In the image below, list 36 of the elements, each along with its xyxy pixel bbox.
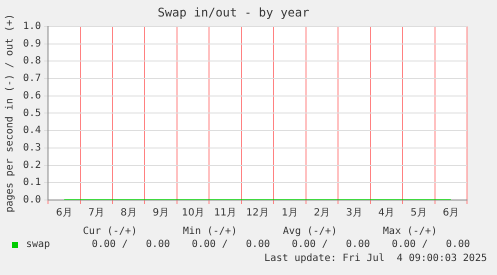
- x-tick-label: 6月: [56, 208, 72, 219]
- chart-title: Swap in/out - by year: [158, 5, 310, 20]
- text: 0.00 / 0.00: [90, 239, 170, 250]
- text: Cur (-/+): [82, 226, 138, 237]
- text: 0.00 / 0.00: [290, 239, 370, 250]
- x-tick-label: 4月: [378, 208, 395, 219]
- x-tick-label: 3月: [346, 208, 362, 219]
- x-tick-label: 8月: [120, 208, 137, 219]
- x-tick-label: 6月: [442, 208, 460, 219]
- y-tick-label: 0.1: [23, 177, 42, 188]
- text: Max (-/+): [382, 226, 438, 237]
- y-tick-label: 0.5: [23, 108, 42, 119]
- text: 0.00 / 0.00: [390, 239, 470, 250]
- x-tick-label: 11月: [214, 208, 237, 219]
- x-tick-label: 7月: [88, 208, 105, 219]
- y-axis-title: pages per second in (-) / out (+): [4, 14, 16, 213]
- text: Min (-/+): [182, 226, 238, 237]
- y-tick-label: 1.0: [23, 20, 42, 32]
- x-tick-label: 1月: [282, 208, 298, 219]
- y-tick-label: 0.7: [23, 73, 42, 84]
- y-tick-label: 0.4: [23, 125, 42, 136]
- legend-label: swap: [26, 239, 50, 250]
- y-tick-label: 0.3: [23, 142, 42, 154]
- x-tick-label: 5月: [410, 208, 427, 219]
- text: Avg (-/+): [282, 226, 338, 237]
- y-tick-label: 0.2: [23, 160, 42, 171]
- x-tick-label: 10月: [182, 208, 204, 219]
- x-tick-label: 9月: [152, 208, 170, 219]
- y-tick-label: 0.8: [23, 56, 42, 67]
- y-tick-label: 0.9: [23, 38, 42, 50]
- text: Last update: Fri Jul 4 09:00:03 2025: [264, 253, 487, 264]
- y-tick-label: 0.0: [23, 194, 42, 206]
- x-tick-label: 2月: [314, 208, 330, 219]
- x-tick-label: 12月: [246, 208, 269, 219]
- y-tick-label: 0.6: [23, 90, 42, 102]
- text: 0.00 / 0.00: [190, 239, 270, 250]
